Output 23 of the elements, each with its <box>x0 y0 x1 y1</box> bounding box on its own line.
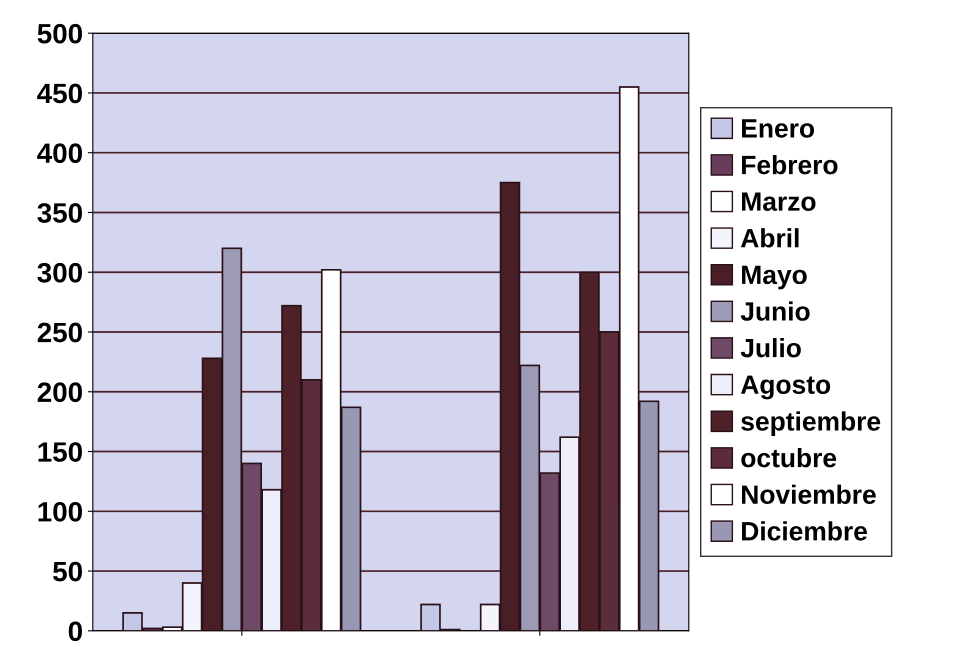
y-tick-label: 150 <box>38 442 82 462</box>
y-tick-label: 400 <box>37 143 82 164</box>
legend-label: Febrero <box>742 154 838 174</box>
y-tick-label: 50 <box>53 562 82 582</box>
legend-label: Julio <box>740 338 801 358</box>
y-tick-label: 250 <box>38 322 82 342</box>
y-tick-label: 500 <box>38 24 82 44</box>
y-tick-label: 300 <box>37 262 82 283</box>
legend-label: Agosto <box>740 376 830 400</box>
legend-label: Noviembre <box>742 484 876 504</box>
y-tick-label: 200 <box>38 382 82 402</box>
y-tick-label: 100 <box>38 502 82 522</box>
legend-label: septiembre <box>741 411 880 436</box>
legend-label: octubre <box>741 448 836 468</box>
y-tick-label: 0 <box>68 621 82 642</box>
y-tick-label: 350 <box>37 203 82 223</box>
legend-label: Diciembre <box>742 521 867 541</box>
legend-label: Enero <box>742 119 814 138</box>
legend-label: Marzo <box>742 192 816 211</box>
legend-label: Abril <box>740 228 799 248</box>
y-tick-label: 450 <box>37 84 82 104</box>
legend-label: Mayo <box>742 266 807 290</box>
legend-label: Junio <box>740 301 810 321</box>
